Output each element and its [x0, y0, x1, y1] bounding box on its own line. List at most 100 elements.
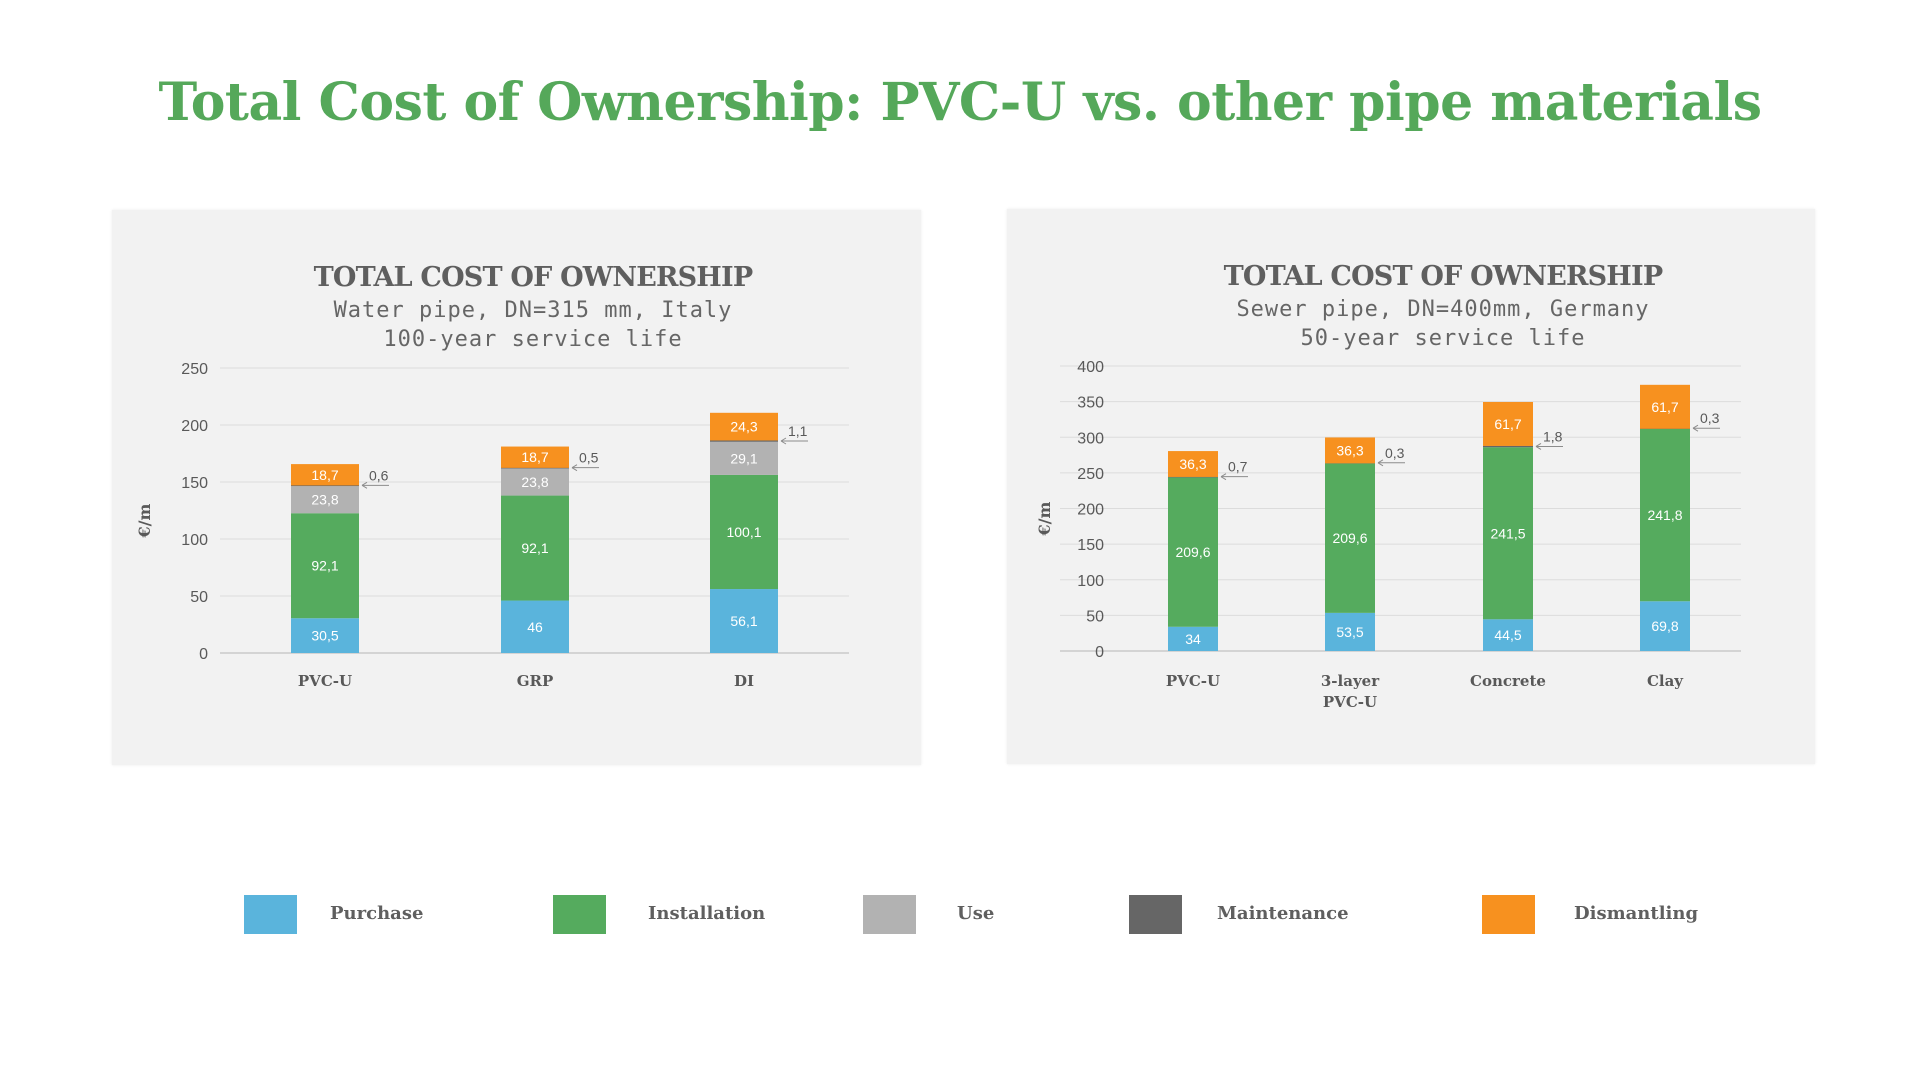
data-label-maintenance: 0,3	[1700, 410, 1720, 426]
data-label-purchase: 30,5	[311, 628, 338, 644]
bar-segment-purchase	[1640, 601, 1690, 651]
bar-segment-dismantling	[1168, 451, 1218, 477]
y-tick-label: 50	[190, 589, 208, 606]
data-label-use: 29,1	[730, 450, 757, 466]
y-tick-label: 0	[199, 646, 208, 663]
x-category-label-line: DI	[734, 672, 754, 690]
data-label-dismantling: 61,7	[1494, 416, 1521, 432]
bar-segment-dismantling	[501, 446, 569, 468]
bar-segment-dismantling	[1483, 401, 1533, 446]
chart-title: TOTAL COST OF OWNERSHIP	[314, 262, 753, 293]
bar-segment-dismantling	[291, 464, 359, 486]
arrow-head-icon	[571, 464, 578, 472]
y-axis-label: €/m	[135, 503, 154, 538]
legend-label: Maintenance	[1217, 903, 1349, 924]
x-category-label-line: Clay	[1647, 672, 1684, 690]
chart-subtitle: 100-year service life	[383, 327, 682, 352]
legend-swatch-purchase	[244, 895, 297, 934]
arrow-head-icon	[1692, 424, 1699, 432]
legend-swatch-use	[863, 895, 916, 934]
data-label-installation: 241,5	[1490, 525, 1525, 541]
y-tick-label: 200	[181, 418, 208, 435]
bar-segment-use	[291, 486, 359, 514]
x-category-label: PVC-U	[298, 672, 352, 690]
bar-segment-purchase	[501, 600, 569, 653]
chart-title: TOTAL COST OF OWNERSHIP	[1224, 261, 1663, 292]
data-label-use: 23,8	[521, 474, 548, 490]
x-category-label-line: PVC-U	[1166, 672, 1220, 690]
legend-label: Installation	[648, 903, 766, 924]
x-category-label-line: Concrete	[1470, 672, 1546, 690]
data-label-dismantling: 24,3	[730, 419, 757, 435]
y-tick-label: 400	[1077, 359, 1104, 376]
data-label-purchase: 34	[1185, 631, 1201, 647]
bar-segment-purchase	[1168, 626, 1218, 651]
data-label-purchase: 69,8	[1651, 618, 1678, 634]
chart-subtitle: 50-year service life	[1301, 326, 1586, 351]
data-label-maintenance: 0,3	[1385, 445, 1405, 461]
data-label-maintenance: 1,1	[788, 423, 808, 439]
bar-segment-purchase	[1325, 612, 1375, 651]
bar-segment-dismantling	[710, 412, 778, 441]
data-label-dismantling: 18,7	[311, 467, 338, 483]
bar-segment-installation	[291, 513, 359, 619]
x-category-label: GRP	[517, 672, 554, 690]
data-label-dismantling: 61,7	[1651, 399, 1678, 415]
bar-segment-installation	[501, 495, 569, 601]
data-label-installation: 209,6	[1332, 530, 1367, 546]
legend-label: Use	[957, 903, 995, 924]
x-category-label: 3-layer PVC-U	[1321, 672, 1380, 711]
bar-segment-installation	[1325, 463, 1375, 613]
data-label-maintenance: 0,7	[1228, 459, 1248, 475]
bar-segment-dismantling	[1640, 384, 1690, 429]
y-tick-label: 100	[1077, 573, 1104, 590]
data-label-purchase: 44,5	[1494, 627, 1521, 643]
legend-label: Dismantling	[1574, 903, 1699, 924]
y-axis-label: €/m	[1035, 501, 1054, 536]
y-tick-label: 150	[1077, 537, 1104, 554]
x-category-label-line: PVC-U	[1323, 693, 1377, 711]
x-category-label: Concrete	[1470, 672, 1546, 690]
chart-subtitle: Sewer pipe, DN=400mm, Germany	[1236, 297, 1649, 322]
y-tick-label: 200	[1077, 502, 1104, 519]
chart-subtitle: Water pipe, DN=315 mm, Italy	[334, 298, 733, 323]
bar-segment-purchase	[291, 618, 359, 653]
y-tick-label: 300	[1077, 430, 1104, 447]
x-category-label: DI	[734, 672, 754, 690]
x-category-label: PVC-U	[1166, 672, 1220, 690]
bar-segment-purchase	[1483, 619, 1533, 651]
data-label-installation: 100,1	[726, 524, 761, 540]
y-tick-label: 50	[1086, 608, 1104, 625]
bar-segment-installation	[1168, 477, 1218, 627]
data-label-maintenance: 0,5	[579, 450, 599, 466]
data-label-dismantling: 36,3	[1336, 442, 1363, 458]
x-category-label-line: PVC-U	[298, 672, 352, 690]
data-label-installation: 92,1	[311, 558, 338, 574]
x-category-label-line: GRP	[517, 672, 554, 690]
arrow-head-icon	[1377, 459, 1384, 467]
legend-swatch-dismantling	[1482, 895, 1535, 934]
data-label-purchase: 53,5	[1336, 624, 1363, 640]
data-label-dismantling: 18,7	[521, 449, 548, 465]
y-tick-label: 250	[181, 361, 208, 378]
bar-segment-installation	[710, 474, 778, 590]
page-title: Total Cost of Ownership: PVC-U vs. other…	[158, 72, 1762, 133]
bar-segment-installation	[1640, 428, 1690, 602]
legend-swatch-installation	[553, 895, 606, 934]
arrow-head-icon	[1220, 473, 1227, 481]
data-label-installation: 92,1	[521, 540, 548, 556]
bar-segment-use	[501, 468, 569, 496]
bar-segment-installation	[1483, 447, 1533, 620]
y-tick-label: 150	[181, 475, 208, 492]
data-label-maintenance: 1,8	[1543, 428, 1563, 444]
data-label-dismantling: 36,3	[1179, 456, 1206, 472]
bar-segment-dismantling	[1325, 437, 1375, 464]
x-category-label-line: 3-layer	[1321, 672, 1380, 690]
bar-segment-maintenance	[1483, 445, 1533, 448]
data-label-purchase: 56,1	[730, 613, 757, 629]
data-label-maintenance: 0,6	[369, 467, 389, 483]
data-label-installation: 209,6	[1175, 544, 1210, 560]
bar-segment-use	[710, 441, 778, 475]
arrow-head-icon	[1535, 443, 1542, 450]
